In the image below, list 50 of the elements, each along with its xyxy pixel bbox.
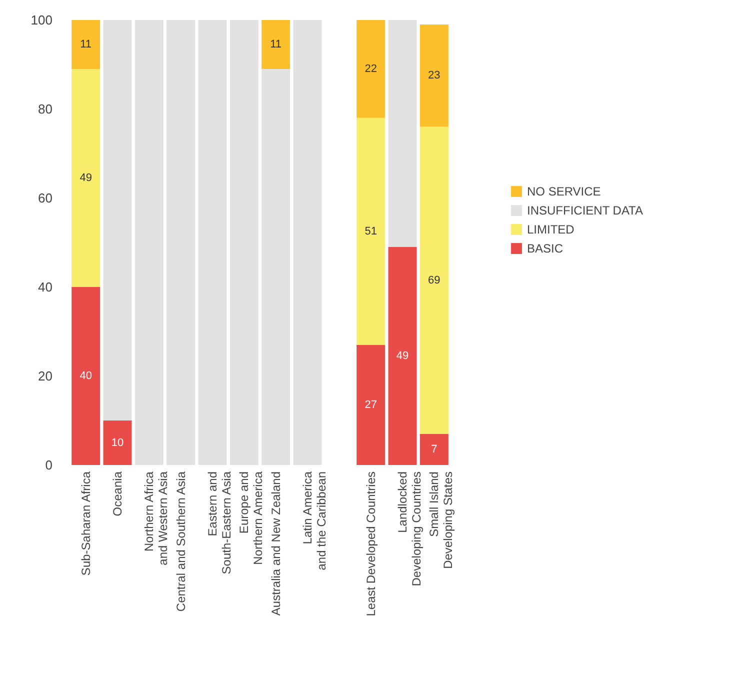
bar — [198, 20, 227, 465]
x-tick-label: Latin America and the Caribbean — [300, 471, 328, 570]
bar — [356, 20, 386, 118]
y-tick-label: 20 — [38, 368, 52, 384]
bar — [103, 20, 132, 420]
data-label: 23 — [428, 70, 440, 82]
data-label: 27 — [364, 398, 377, 411]
data-label: 49 — [396, 350, 409, 362]
bar — [166, 20, 196, 465]
legend-label: INSUFFICIENT DATA — [527, 204, 644, 218]
data-label: 10 — [111, 436, 124, 449]
bar — [262, 68, 290, 465]
bar — [72, 20, 100, 69]
bar — [356, 118, 386, 345]
y-tick-label: 60 — [38, 190, 52, 206]
legend-label: BASIC — [527, 242, 564, 256]
legend-label: NO SERVICE — [527, 184, 601, 198]
y-tick-label: 40 — [38, 280, 52, 294]
bar — [103, 420, 132, 465]
bar — [420, 24, 448, 127]
bar — [420, 126, 448, 434]
data-label: 11 — [80, 38, 92, 50]
bar — [72, 68, 100, 287]
x-tick-label: Least Developed Countries — [364, 472, 378, 616]
data-label: 11 — [270, 38, 282, 50]
bar — [262, 20, 290, 69]
bar — [134, 20, 164, 465]
y-tick-label: 0 — [45, 458, 52, 472]
x-tick-label: Australia and New Zealand — [268, 472, 283, 616]
y-tick-label: 80 — [38, 102, 52, 116]
bar — [230, 20, 258, 465]
x-tick-label: Oceania — [110, 471, 124, 516]
data-label: 49 — [80, 172, 92, 184]
data-label: 51 — [364, 225, 377, 238]
bar — [72, 287, 100, 465]
bar — [356, 344, 386, 465]
y-tick-label: 100 — [30, 12, 52, 28]
x-tick-label: Northern Africa and Western Asia — [142, 471, 170, 566]
bar — [293, 20, 322, 465]
x-tick-label: Small Island Developing States — [427, 472, 456, 569]
bar — [388, 20, 417, 247]
data-label: 69 — [428, 274, 440, 286]
bar — [420, 434, 448, 465]
data-label: 7 — [431, 443, 438, 456]
x-tick-label: Central and Southern Asia — [174, 471, 188, 612]
data-label: 22 — [364, 62, 377, 75]
legend-label: LIMITED — [527, 222, 575, 236]
data-label: 40 — [80, 370, 92, 382]
bar — [388, 246, 417, 465]
x-tick-label: Sub-Saharan Africa — [78, 471, 93, 576]
